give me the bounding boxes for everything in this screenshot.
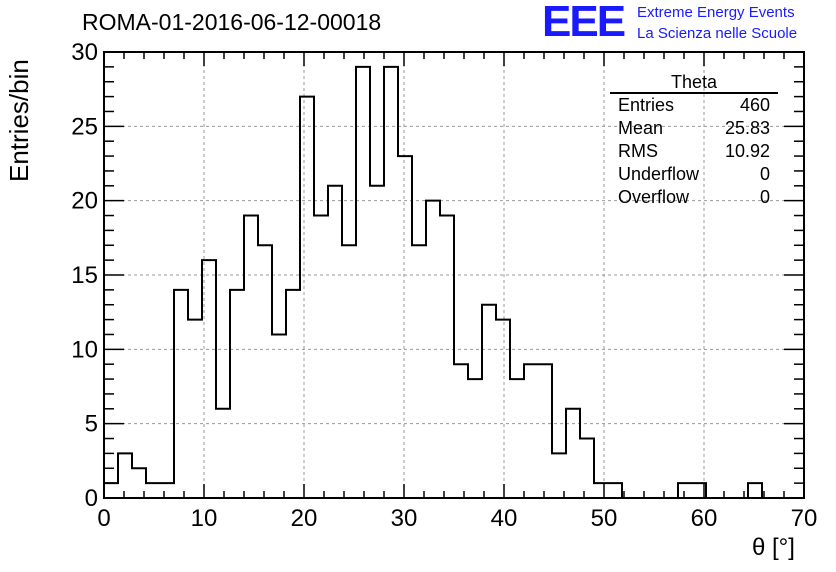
x-tick-label: 60 [691, 505, 718, 532]
x-tick-label: 10 [191, 505, 218, 532]
y-tick-label: 30 [71, 39, 98, 66]
x-tick-label: 70 [791, 505, 818, 532]
stats-label: RMS [618, 141, 658, 161]
stats-value: 0 [759, 187, 770, 207]
stats-row-entries: Entries 460 [610, 94, 778, 117]
y-tick-label: 10 [71, 336, 98, 363]
stats-label: Overflow [618, 187, 690, 207]
y-axis-label: Entries/bin [4, 59, 34, 182]
plot-frame [103, 51, 805, 499]
stats-row-mean: Mean 25.83 [610, 117, 778, 140]
tick-labels: 0 10 20 30 40 50 60 70 0 5 10 15 20 25 30 [71, 39, 817, 532]
y-tick-label: 5 [85, 411, 98, 438]
y-tick-label: 15 [71, 262, 98, 289]
stats-box: Theta Entries 460 Mean 25.83 RMS 10.92 Unde… [610, 72, 778, 209]
x-tick-label: 50 [591, 505, 618, 532]
stats-title: Theta [610, 72, 778, 94]
axis-ticks [103, 51, 805, 499]
stats-label: Entries [618, 95, 675, 115]
x-tick-label: 30 [391, 505, 418, 532]
stats-row-rms: RMS 10.92 [610, 140, 778, 163]
x-axis-label: θ [°] [752, 534, 795, 561]
chart-title: ROMA-01-2016-06-12-00018 [82, 9, 382, 35]
logo-subtitle-line1: Extreme Energy Events [637, 4, 795, 21]
x-tick-label: 0 [97, 505, 110, 532]
stats-value: 0 [759, 164, 770, 184]
stats-row-underflow: Underflow 0 [610, 163, 778, 186]
x-tick-label: 20 [291, 505, 318, 532]
stats-value: 25.83 [724, 118, 770, 138]
eee-logo-icon: EEE [542, 0, 626, 46]
stats-row-overflow: Overflow 0 [610, 186, 778, 209]
x-tick-label: 40 [491, 505, 518, 532]
y-tick-label: 0 [85, 485, 98, 512]
stats-value: 10.92 [724, 141, 770, 161]
y-tick-label: 25 [71, 113, 98, 140]
logo-subtitle-line2: La Scienza nelle Scuole [637, 25, 798, 42]
stats-value: 460 [739, 95, 770, 115]
y-tick-label: 20 [71, 188, 98, 215]
stats-label: Underflow [618, 164, 700, 184]
stats-label: Mean [618, 118, 664, 138]
